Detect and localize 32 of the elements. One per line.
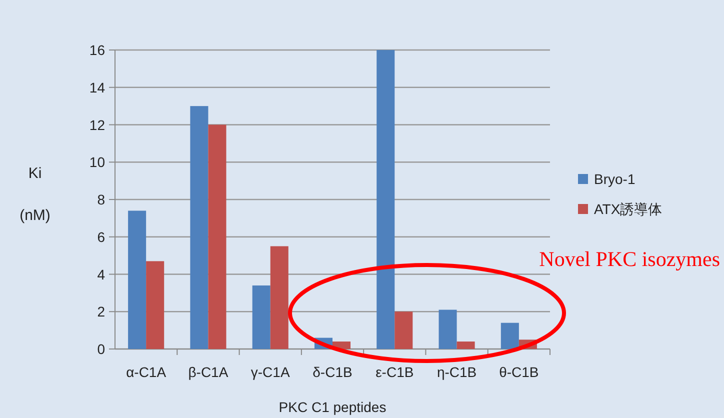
bar <box>128 210 146 349</box>
y-tick-label: 2 <box>97 304 106 320</box>
bar <box>252 285 270 349</box>
y-tick-label: 4 <box>97 266 106 282</box>
y-tick-label: 10 <box>89 154 106 170</box>
y-tick-label: 14 <box>89 79 106 96</box>
annotation: Novel PKC isozymes <box>539 247 720 271</box>
y-tick-label: 8 <box>97 192 106 208</box>
x-tick-label: β-C1A <box>188 364 229 380</box>
x-tick-label: γ-C1A <box>250 364 290 380</box>
bar <box>500 322 519 349</box>
x-tick-label: θ-C1B <box>499 364 539 380</box>
text: Ki (nM) <box>20 165 50 224</box>
x-axis-title: PKC C1 peptides <box>278 399 386 415</box>
bar <box>208 124 226 349</box>
bar <box>270 246 288 349</box>
bar <box>376 50 395 349</box>
legend-label: Bryo-1 <box>594 171 636 187</box>
y-tick-label: 0 <box>97 341 106 357</box>
bar <box>438 310 457 349</box>
y-tick-label: 12 <box>89 116 106 133</box>
bar <box>394 312 413 349</box>
x-tick-label: ε-C1B <box>376 364 414 380</box>
bar <box>190 106 208 349</box>
bar <box>456 342 475 349</box>
x-tick-label: η-C1B <box>436 364 477 380</box>
x-tick-label: α-C1A <box>126 364 167 380</box>
y-tick-label: 16 <box>89 42 106 58</box>
legend-label: ATX誘導体 <box>594 201 662 217</box>
y-tick-label: 6 <box>97 228 106 245</box>
x-tick-label: δ-C1B <box>312 364 352 380</box>
bar <box>146 261 164 349</box>
